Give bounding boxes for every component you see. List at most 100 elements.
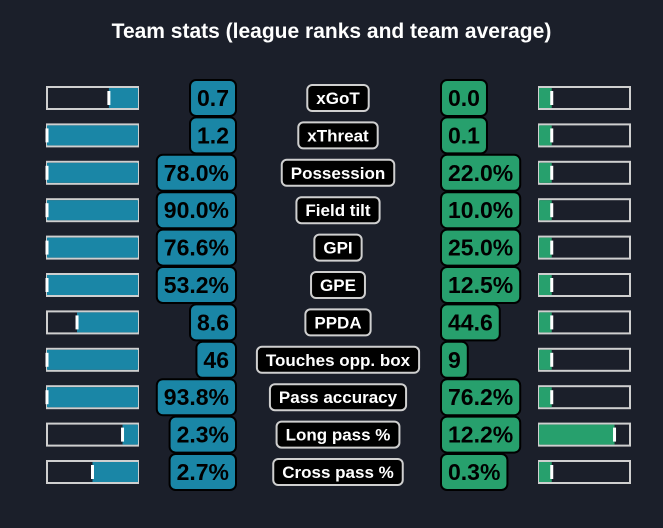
category-label-box [306,84,370,112]
category-label-box [310,271,366,299]
away-bar-fill [539,200,552,221]
away-bar-fill [539,88,552,108]
category-label-box [295,196,381,225]
away-value-box [440,303,501,342]
away-value-label: 25.0% [448,235,513,261]
home-value-label: 2.7% [177,459,229,485]
away-value-label: 9 [448,347,461,373]
home-bar-fill [47,162,138,183]
category-label-box [280,158,396,187]
away-bar-marker [613,427,617,442]
away-bar-fill [539,312,552,333]
home-bar-marker [45,352,49,367]
home-value-box [155,378,237,417]
away-bar-fill [539,237,552,258]
category-label-box [268,383,408,412]
category-label: PPDA [314,313,361,332]
away-bar-marker [550,390,554,405]
home-value-box [155,266,237,304]
category-label: Field tilt [305,201,371,220]
away-bar-fill [539,162,552,183]
category-label-box [304,308,372,337]
home-bar-fill [47,349,138,370]
away-value-label: 12.2% [448,422,513,448]
away-bar-marker [550,315,554,330]
home-value-label: 93.8% [164,384,229,410]
home-value-label: 2.3% [177,422,229,448]
home-value-box [189,116,237,155]
home-bar-fill [47,200,138,221]
away-value-label: 76.2% [448,384,513,410]
home-value-label: 46 [203,347,229,373]
home-bar-marker [45,165,49,180]
away-value-box [440,340,469,379]
away-bar-marker [550,240,554,255]
home-value-label: 1.2 [197,122,229,148]
home-value-label: 8.6 [197,309,229,335]
category-label-box [313,233,363,262]
away-bar-fill [539,462,552,482]
away-bar-marker [550,203,554,218]
away-value-box [440,378,522,417]
home-value-box [189,79,237,117]
category-label: GPI [323,239,352,258]
home-value-box [168,453,237,491]
home-bar-fill [47,125,138,146]
category-label-box [272,458,404,486]
away-bar-marker [550,278,554,292]
away-value-label: 0.1 [448,122,480,148]
category-label: xGoT [316,89,360,108]
home-bar-fill [77,312,138,333]
away-bar-marker [550,352,554,367]
away-bar-marker [550,165,554,180]
away-bar-fill [539,387,552,408]
category-label: Pass accuracy [279,388,398,407]
category-label: Cross pass % [282,463,394,482]
category-label-box [275,420,401,449]
home-bar-marker [45,240,49,255]
home-bar-marker [45,278,49,292]
away-bar-marker [550,128,554,143]
home-value-box [168,415,237,454]
away-value-box [440,116,488,155]
home-bar-marker [45,128,49,143]
away-value-box [440,415,522,454]
away-value-box [440,191,522,230]
home-bar-fill [92,462,138,482]
away-bar-fill [539,125,552,146]
away-value-box [440,153,522,192]
away-bar-fill [539,424,615,445]
home-bar-fill [47,237,138,258]
home-bar-marker [121,427,125,442]
category-label: Possession [291,164,386,183]
home-bar-fill [47,275,138,295]
home-value-label: 0.7 [197,85,229,111]
category-label-box [297,121,379,150]
home-bar-fill [47,387,138,408]
home-bar-marker [91,465,94,479]
away-value-label: 0.0 [448,85,480,111]
home-value-label: 53.2% [164,272,229,298]
away-value-label: 12.5% [448,272,513,298]
home-value-label: 76.6% [164,235,229,261]
chart-title: Team stats (league ranks and team averag… [111,20,552,43]
home-value-label: 90.0% [164,197,229,223]
home-bar-marker [75,315,79,330]
category-label: Touches opp. box [266,351,411,370]
home-value-label: 78.0% [164,160,229,186]
category-label: GPE [320,276,356,295]
away-bar-marker [550,91,554,105]
home-bar-marker [45,203,49,218]
away-value-label: 22.0% [448,160,513,186]
away-value-box [440,228,522,267]
home-bar-fill [108,88,138,108]
home-value-box [155,228,237,267]
home-value-box [155,153,237,192]
away-value-box [440,453,509,491]
home-value-box [195,340,237,379]
home-bar-fill [122,424,138,445]
away-bar-fill [539,349,552,370]
away-value-label: 0.3% [448,459,500,485]
